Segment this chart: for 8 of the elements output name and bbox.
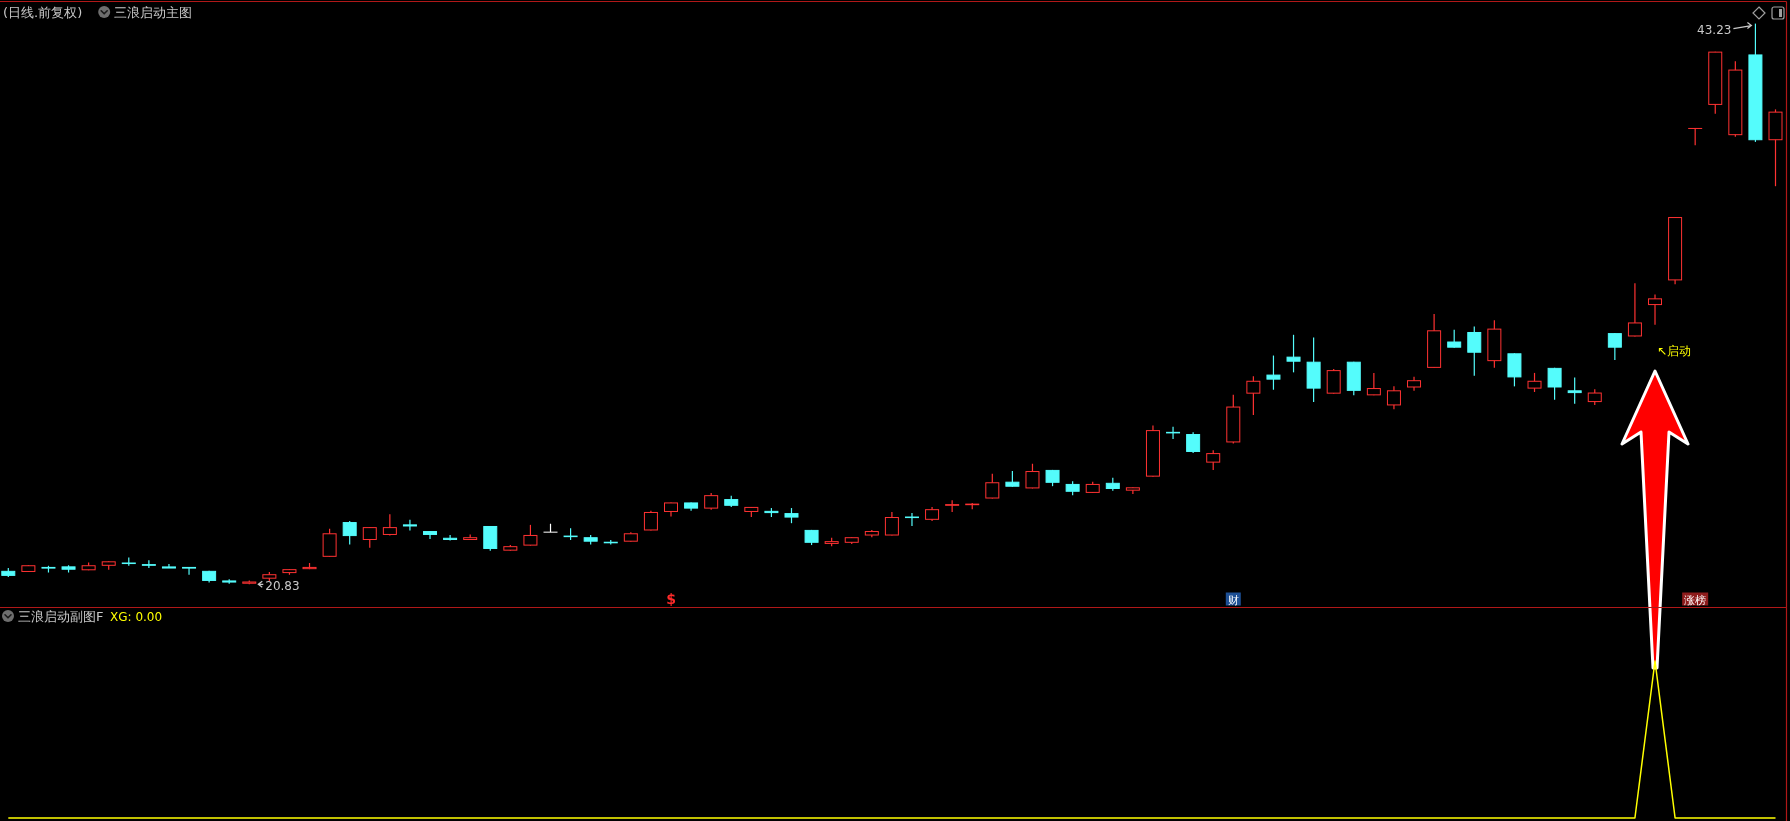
annotation: ↖启动 bbox=[1657, 343, 1692, 358]
chart-title: 三浪启动副图F bbox=[18, 609, 104, 624]
chart-subtitle: 三浪启动主图 bbox=[114, 5, 193, 20]
annotation: 43.23 bbox=[1697, 22, 1732, 37]
text: XG: 0.00 bbox=[110, 610, 163, 624]
chart-title: (日线.前复权) bbox=[3, 5, 83, 20]
text: $ bbox=[666, 590, 676, 607]
annotation: 20.83 bbox=[265, 579, 300, 594]
